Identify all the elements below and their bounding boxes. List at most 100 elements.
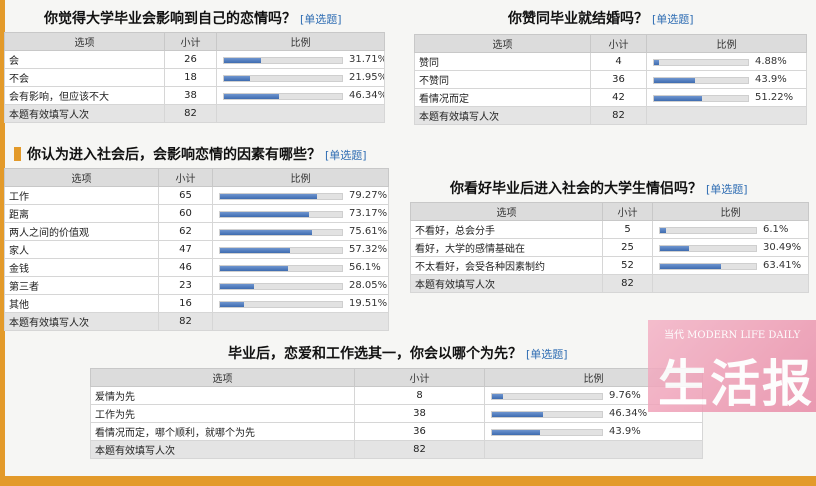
ratio-bar-fill bbox=[220, 194, 317, 199]
ratio-bar-fill bbox=[492, 430, 541, 435]
ratio-percent: 9.76% bbox=[609, 390, 641, 401]
option-label: 会有影响，但应该不大 bbox=[4, 86, 165, 105]
option-count: 65 bbox=[158, 186, 213, 205]
ratio-bar-track bbox=[219, 265, 343, 272]
option-label: 其他 bbox=[4, 294, 159, 313]
ratio-bar-track bbox=[653, 59, 749, 66]
ratio-bar-fill bbox=[220, 248, 290, 253]
ratio-percent: 46.34% bbox=[349, 90, 385, 101]
total-count: 82 bbox=[590, 106, 647, 125]
total-label: 本题有效填写人次 bbox=[414, 106, 591, 125]
column-header: 小计 bbox=[164, 32, 217, 51]
ratio-bar-fill bbox=[220, 302, 244, 307]
ratio-percent: 43.9% bbox=[755, 74, 787, 85]
option-label: 不赞同 bbox=[414, 70, 591, 89]
newspaper-logo: 当代 MODERN LIFE DAILY 生活报 bbox=[648, 320, 816, 412]
total-label: 本题有效填写人次 bbox=[4, 312, 159, 331]
ratio-cell: 75.61% bbox=[212, 222, 389, 241]
option-label: 看好，大学的感情基础在 bbox=[410, 238, 603, 257]
option-count: 38 bbox=[164, 86, 217, 105]
ratio-cell: 46.34% bbox=[216, 86, 385, 105]
ratio-bar-fill bbox=[492, 394, 503, 399]
q3-type-tag[interactable]: [单选题] bbox=[325, 149, 367, 162]
ratio-percent: 79.27% bbox=[349, 190, 388, 201]
frame-left-border bbox=[0, 0, 5, 486]
ratio-bar-track bbox=[219, 247, 343, 254]
table-row: 工作为先 38 46.34% bbox=[90, 404, 703, 423]
option-label: 不太看好，会受各种因素制约 bbox=[410, 256, 603, 275]
table-row: 不赞同 36 43.9% bbox=[414, 70, 807, 89]
q2-table: 选项 小计 比例 赞同 4 4.88% 不赞同 36 43.9% 看情况而定 42 51.22% 本题有… bbox=[414, 34, 807, 125]
total-row: 本题有效填写人次 82 bbox=[90, 440, 703, 459]
ratio-bar-track bbox=[659, 227, 757, 234]
total-empty-cell bbox=[216, 104, 385, 123]
column-header: 比例 bbox=[652, 202, 809, 221]
option-label: 两人之间的价值观 bbox=[4, 222, 159, 241]
q3-table: 选项 小计 比例 工作 65 79.27% 距离 60 73.17% 两人之间的价值观 62 75.6… bbox=[4, 168, 389, 331]
ratio-percent: 30.49% bbox=[763, 242, 802, 253]
total-row: 本题有效填写人次 82 bbox=[4, 104, 385, 123]
q1-title: 你觉得大学毕业会影响到自己的恋情吗？ [单选题] bbox=[44, 8, 342, 28]
option-label: 金钱 bbox=[4, 258, 159, 277]
q4-table: 选项 小计 比例 不看好，总会分手 5 6.1% 看好，大学的感情基础在 25 30.49% 不太… bbox=[410, 202, 809, 293]
ratio-bar-track bbox=[219, 211, 343, 218]
ratio-cell: 30.49% bbox=[652, 238, 809, 257]
total-count: 82 bbox=[354, 440, 485, 459]
table-row: 不太看好，会受各种因素制约 52 63.41% bbox=[410, 256, 809, 275]
ratio-cell: 21.95% bbox=[216, 68, 385, 87]
ratio-percent: 63.41% bbox=[763, 260, 802, 271]
ratio-percent: 43.9% bbox=[609, 426, 641, 437]
table-header-row: 选项 小计 比例 bbox=[414, 34, 807, 53]
q4-type-tag[interactable]: [单选题] bbox=[706, 183, 748, 196]
ratio-bar-track bbox=[223, 75, 343, 82]
ratio-cell: 28.05% bbox=[212, 276, 389, 295]
ratio-bar-fill bbox=[492, 412, 543, 417]
total-count: 82 bbox=[158, 312, 213, 331]
option-count: 26 bbox=[164, 50, 217, 69]
table-row: 看情况而定，哪个顺利，就哪个为先 36 43.9% bbox=[90, 422, 703, 441]
ratio-percent: 57.32% bbox=[349, 244, 388, 255]
q1-type-tag[interactable]: [单选题] bbox=[300, 13, 342, 26]
total-row: 本题有效填写人次 82 bbox=[410, 274, 809, 293]
table-header-row: 选项 小计 比例 bbox=[410, 202, 809, 221]
option-count: 42 bbox=[590, 88, 647, 107]
option-label: 距离 bbox=[4, 204, 159, 223]
option-count: 52 bbox=[602, 256, 653, 275]
total-empty-cell bbox=[646, 106, 807, 125]
option-label: 不会 bbox=[4, 68, 165, 87]
logo-title: 生活报 bbox=[658, 354, 814, 412]
table-row: 家人 47 57.32% bbox=[4, 240, 389, 259]
ratio-percent: 28.05% bbox=[349, 280, 388, 291]
ratio-percent: 21.95% bbox=[349, 72, 385, 83]
option-count: 4 bbox=[590, 52, 647, 71]
q5-type-tag[interactable]: [单选题] bbox=[526, 348, 568, 361]
ratio-cell: 43.9% bbox=[646, 70, 807, 89]
ratio-percent: 46.34% bbox=[609, 408, 648, 419]
total-count: 82 bbox=[602, 274, 653, 293]
table-row: 看好，大学的感情基础在 25 30.49% bbox=[410, 238, 809, 257]
ratio-percent: 56.1% bbox=[349, 262, 381, 273]
q3-title: 你认为进入社会后，会影响恋情的因素有哪些？ [单选题] bbox=[14, 144, 367, 164]
column-header: 选项 bbox=[4, 32, 165, 51]
table-row: 爱情为先 8 9.76% bbox=[90, 386, 703, 405]
q4-title-text: 你看好毕业后进入社会的大学生情侣吗？ bbox=[450, 181, 702, 197]
table-row: 看情况而定 42 51.22% bbox=[414, 88, 807, 107]
ratio-cell: 6.1% bbox=[652, 220, 809, 239]
q1-table: 选项 小计 比例会 26 31.71% 不会 18 21.95% 会有影响，但应该不大 38 46.… bbox=[4, 32, 385, 123]
option-label: 爱情为先 bbox=[90, 386, 355, 405]
ratio-cell: 31.71% bbox=[216, 50, 385, 69]
total-label: 本题有效填写人次 bbox=[90, 440, 355, 459]
total-row: 本题有效填写人次 82 bbox=[414, 106, 807, 125]
ratio-bar-track bbox=[491, 411, 603, 418]
ratio-cell: 63.41% bbox=[652, 256, 809, 275]
total-count: 82 bbox=[164, 104, 217, 123]
option-count: 36 bbox=[354, 422, 485, 441]
option-count: 62 bbox=[158, 222, 213, 241]
ratio-bar-track bbox=[659, 263, 757, 270]
q5-title-text: 毕业后，恋爱和工作选其一，你会以哪个为先？ bbox=[228, 346, 522, 362]
q2-type-tag[interactable]: [单选题] bbox=[652, 13, 694, 26]
total-label: 本题有效填写人次 bbox=[410, 274, 603, 293]
ratio-percent: 73.17% bbox=[349, 208, 388, 219]
table-row: 会有影响，但应该不大 38 46.34% bbox=[4, 86, 385, 105]
ratio-bar-track bbox=[219, 301, 343, 308]
